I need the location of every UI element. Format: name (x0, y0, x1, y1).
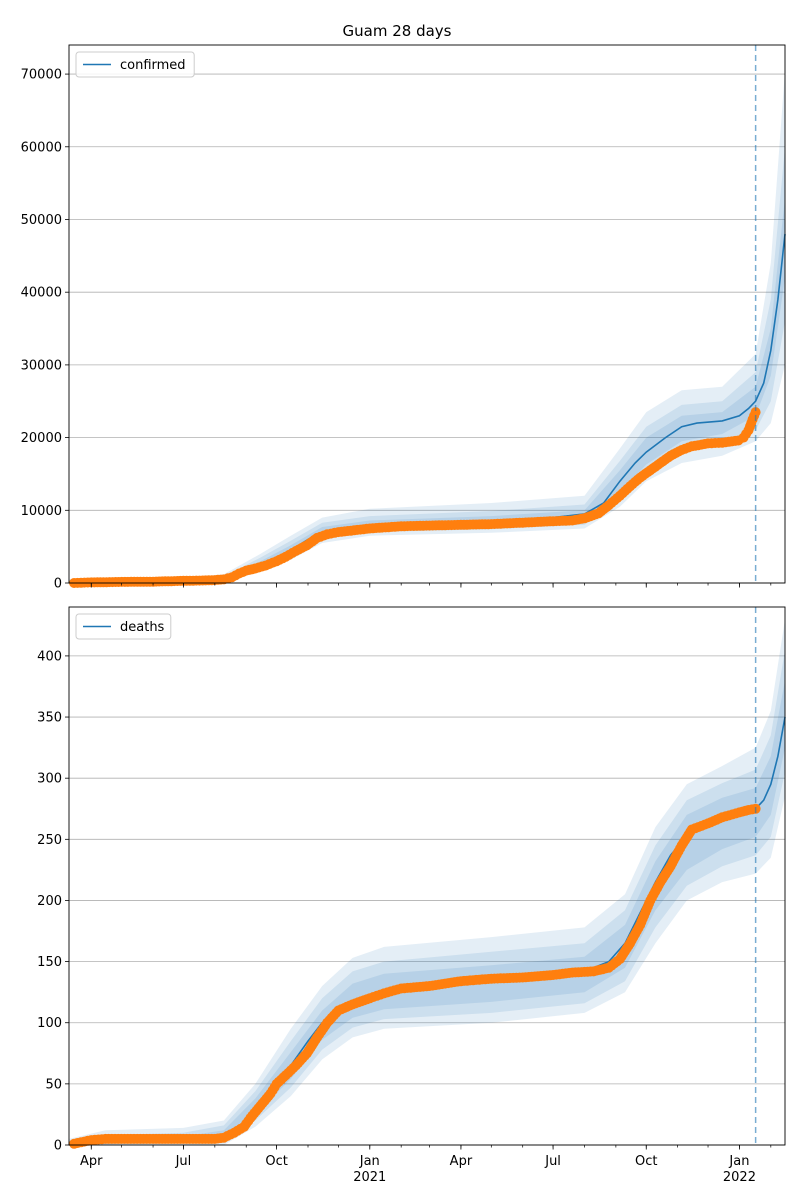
y-tick-label: 60000 (21, 140, 62, 155)
series-line-deaths (68, 716, 786, 1146)
x-tick-label: Jul (544, 1154, 561, 1169)
axes-frame (68, 606, 786, 1146)
x-tick-label: Oct (265, 1154, 287, 1169)
band-outer (69, 70, 785, 583)
y-tick-label: 0 (54, 1139, 62, 1154)
x-tick-label: Jan (359, 1154, 380, 1169)
legend-label: confirmed (120, 58, 186, 73)
legend-box (75, 51, 195, 78)
band-outer (69, 619, 785, 1145)
y-tick-label: 0 (54, 577, 62, 592)
x-tick-label: Apr (450, 1154, 473, 1169)
panel-confirmed: 0 10000 20000 30000 40000 50000 60000 70000 conf… (21, 44, 786, 592)
x-tick-label: Oct (635, 1154, 657, 1169)
band-middle (69, 649, 785, 1145)
y-tick-label: 200 (37, 894, 62, 909)
y-tick-label: 150 (37, 955, 62, 970)
y-tick-label: 300 (37, 772, 62, 787)
x-tick-year-label: 2022 (723, 1170, 756, 1185)
chart-title: Guam 28 days (343, 22, 452, 40)
y-tick-label: 40000 (21, 286, 62, 301)
x-tick-label: Jan (728, 1154, 749, 1169)
y-tick-label: 10000 (21, 504, 62, 519)
x-tick-label: Jul (175, 1154, 192, 1169)
band-inner (69, 197, 785, 583)
y-tick-label: 400 (37, 649, 62, 664)
y-tick-label: 50 (45, 1077, 62, 1092)
y-tick-label: 50000 (21, 213, 62, 228)
y-tick-label: 70000 (21, 68, 62, 83)
y-tick-label: 350 (37, 711, 62, 726)
y-tick-label: 30000 (21, 358, 62, 373)
y-tick-label: 250 (37, 833, 62, 848)
legend-label: deaths (120, 620, 165, 635)
legend-box (75, 613, 172, 640)
x-tick-label: Apr (80, 1154, 103, 1169)
axes-frame (68, 44, 786, 584)
panels: 0 10000 20000 30000 40000 50000 60000 70000 conf… (21, 44, 786, 1185)
y-tick-label: 100 (37, 1016, 62, 1031)
observed-point (750, 407, 761, 418)
x-tick-year-label: 2021 (353, 1170, 386, 1185)
y-tick-label: 20000 (21, 431, 62, 446)
